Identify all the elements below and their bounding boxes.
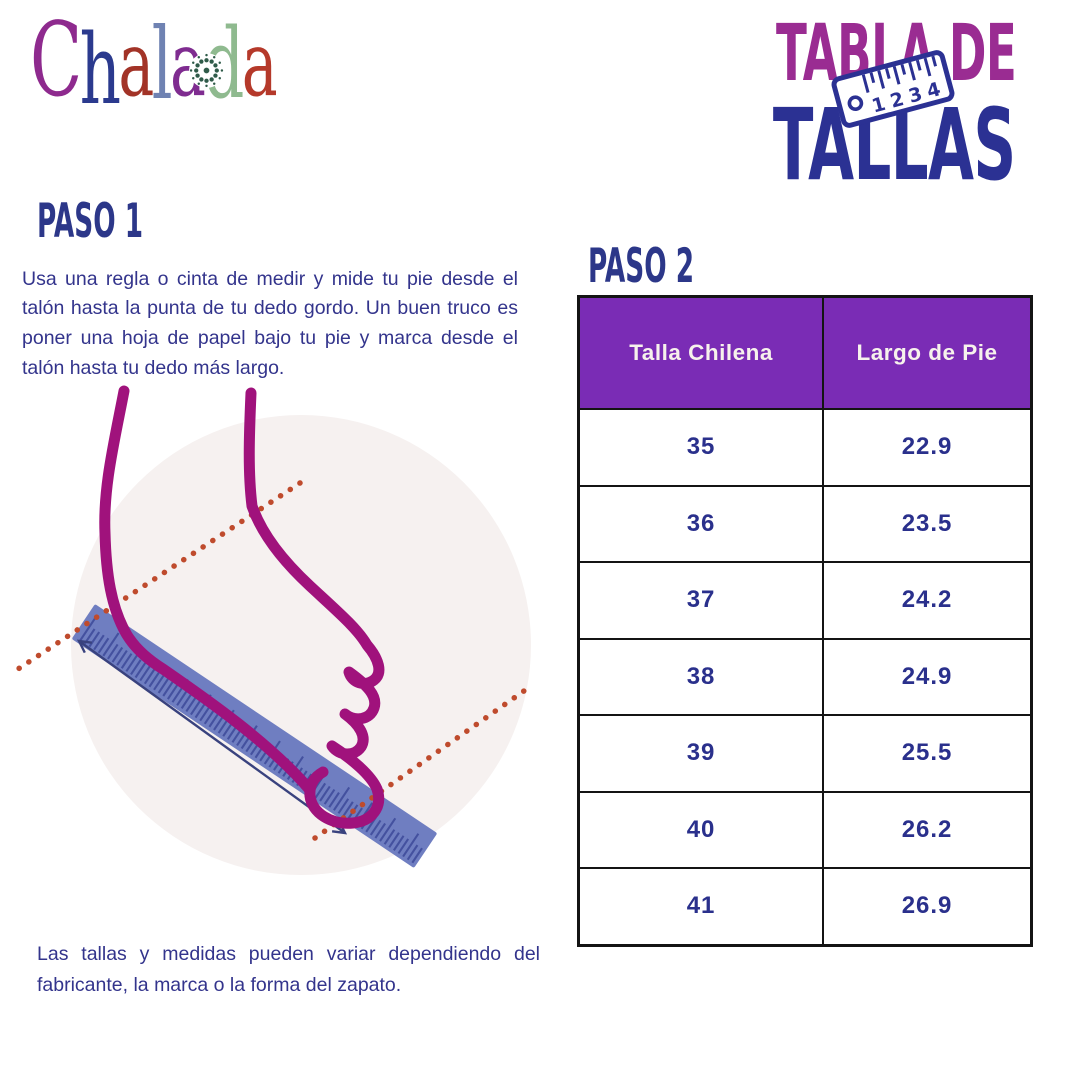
table-cell: 24.9	[822, 637, 1033, 716]
step1-heading: PASO 1	[37, 194, 144, 249]
svg-text:3: 3	[906, 83, 924, 108]
table-row: 41 26.9	[577, 867, 1033, 946]
svg-text:4: 4	[925, 78, 943, 103]
size-table-body: 35 22.9 36 23.5 37 24.2 38 24.9 39 25.5 40 26.2 41 26…	[577, 408, 1033, 946]
table-cell: 39	[577, 714, 825, 793]
table-cell: 38	[577, 637, 825, 716]
logo-letter: l	[151, 8, 173, 122]
table-cell: 40	[577, 790, 825, 869]
table-cell: 26.2	[822, 790, 1033, 869]
logo-letter: a	[118, 12, 155, 117]
foot-measure-illustration	[15, 385, 534, 875]
table-row: 36 23.5	[577, 484, 1033, 563]
table-cell: 24.2	[822, 561, 1033, 640]
table-cell: 26.9	[822, 867, 1033, 946]
table-cell: 22.9	[822, 408, 1033, 487]
column-header-talla: Talla Chilena	[577, 295, 825, 410]
size-table: Talla Chilena Largo de Pie 35 22.9 36 23.5 3…	[577, 295, 1033, 947]
table-cell: 25.5	[822, 714, 1033, 793]
table-cell: 36	[577, 484, 825, 563]
foot-outline	[99, 385, 385, 829]
brand-logo: Chalada	[30, 10, 278, 128]
table-row: 37 24.2	[577, 561, 1033, 640]
brand-logo-letters: Chalada	[30, 10, 278, 119]
table-row: 35 22.9	[577, 408, 1033, 487]
table-row: 40 26.2	[577, 790, 1033, 869]
svg-text:2: 2	[888, 88, 906, 113]
table-cell: 37	[577, 561, 825, 640]
table-cell: 23.5	[822, 484, 1033, 563]
ruler-icon: 1 2 3 4	[831, 50, 955, 128]
table-cell: 41	[577, 867, 825, 946]
step2-heading: PASO 2	[588, 239, 695, 294]
table-cell: 35	[577, 408, 825, 487]
logo-flower-icon	[189, 53, 224, 88]
svg-text:1: 1	[869, 93, 887, 118]
table-header-row: Talla Chilena Largo de Pie	[577, 295, 1033, 410]
logo-letter: h	[79, 14, 122, 126]
column-header-largo: Largo de Pie	[822, 295, 1033, 410]
table-row: 39 25.5	[577, 714, 1033, 793]
logo-letter: a	[241, 12, 278, 117]
disclaimer-note: Las tallas y medidas pueden variar depen…	[37, 942, 540, 996]
table-row: 38 24.9	[577, 637, 1033, 716]
step1-paragraph: Usa una regla o cinta de medir y mide tu…	[22, 267, 518, 379]
logo-letter: C	[30, 1, 83, 120]
size-table-wrapper: Talla Chilena Largo de Pie 35 22.9 36 23.5 3…	[577, 295, 1033, 947]
page-title: TABLA DE TALLAS	[602, 14, 1016, 195]
illustration-background-circle	[71, 415, 531, 875]
